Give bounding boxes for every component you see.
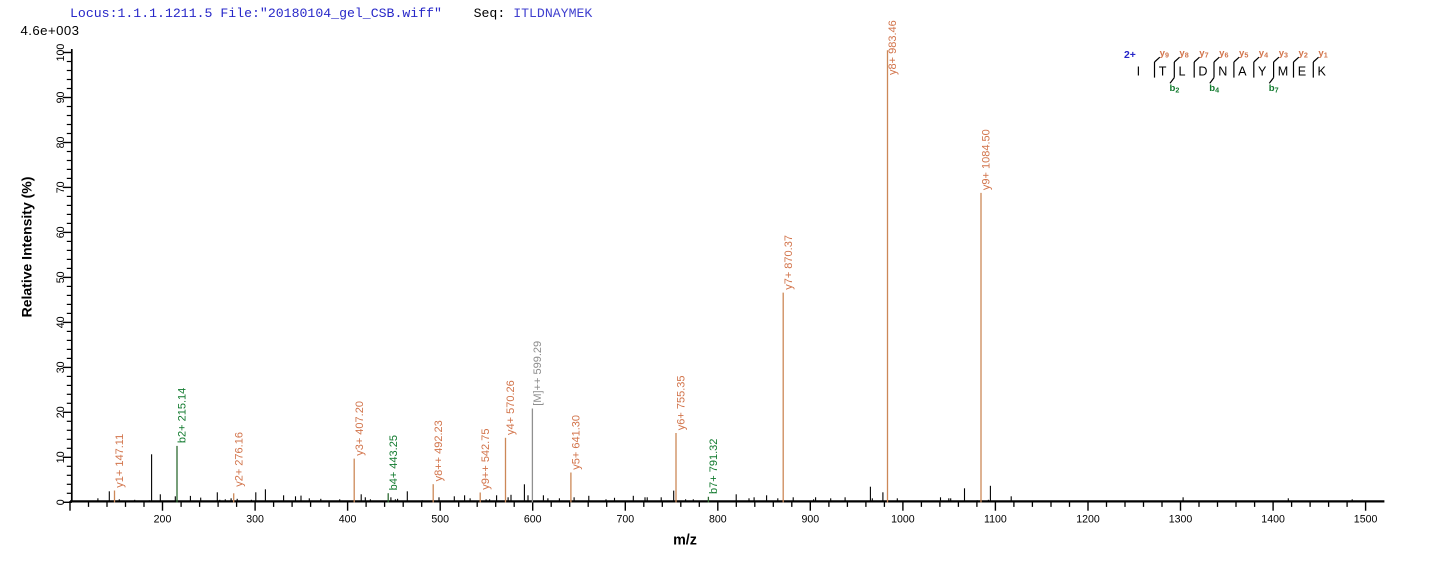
svg-text:800: 800 — [709, 513, 727, 525]
svg-text:y5: y5 — [1239, 48, 1248, 59]
svg-text:M: M — [1278, 65, 1289, 79]
svg-text:L: L — [1179, 65, 1186, 79]
svg-text:y6+ 755.35: y6+ 755.35 — [676, 375, 688, 430]
svg-text:y1+ 147.11: y1+ 147.11 — [114, 434, 126, 488]
svg-text:y9: y9 — [1160, 48, 1169, 59]
svg-text:20: 20 — [55, 406, 67, 418]
svg-text:300: 300 — [246, 513, 264, 525]
svg-text:60: 60 — [55, 226, 67, 238]
svg-text:80: 80 — [55, 137, 67, 149]
svg-text:y2: y2 — [1299, 48, 1308, 59]
svg-text:A: A — [1238, 65, 1247, 79]
svg-text:y5+ 641.30: y5+ 641.30 — [571, 415, 583, 470]
svg-text:y7: y7 — [1199, 48, 1208, 59]
svg-text:Relative Intensity (%): Relative Intensity (%) — [19, 177, 35, 318]
svg-text:b4: b4 — [1209, 83, 1219, 94]
svg-text:1500: 1500 — [1354, 513, 1378, 525]
svg-text:1100: 1100 — [984, 513, 1007, 525]
svg-text:400: 400 — [339, 513, 357, 525]
svg-text:1300: 1300 — [1169, 513, 1193, 525]
svg-text:600: 600 — [524, 513, 542, 525]
svg-text:y9+ 1084.50: y9+ 1084.50 — [981, 129, 993, 190]
svg-text:1200: 1200 — [1076, 513, 1100, 525]
svg-text:b7+ 791.32: b7+ 791.32 — [708, 439, 720, 494]
svg-text:10: 10 — [55, 451, 67, 463]
svg-text:I: I — [1137, 65, 1141, 79]
svg-text:y3+ 407.20: y3+ 407.20 — [354, 401, 366, 456]
svg-text:0: 0 — [55, 499, 67, 505]
svg-text:2+: 2+ — [1124, 50, 1136, 61]
svg-text:T: T — [1159, 65, 1167, 79]
svg-text:1400: 1400 — [1261, 513, 1285, 525]
svg-text:y7+ 870.37: y7+ 870.37 — [783, 235, 795, 290]
svg-text:y4+ 570.26: y4+ 570.26 — [505, 380, 517, 435]
svg-text:b4+ 443.25: b4+ 443.25 — [388, 435, 400, 490]
svg-text:500: 500 — [431, 513, 449, 525]
svg-text:Y: Y — [1258, 65, 1267, 79]
svg-text:90: 90 — [55, 92, 67, 104]
svg-text:y4: y4 — [1259, 48, 1268, 59]
svg-text:900: 900 — [801, 513, 819, 525]
svg-text:y8+ 983.46: y8+ 983.46 — [887, 20, 899, 75]
svg-text:40: 40 — [55, 316, 67, 328]
svg-text:200: 200 — [154, 513, 172, 525]
svg-text:E: E — [1298, 65, 1306, 79]
svg-text:D: D — [1198, 65, 1207, 79]
svg-text:y9++ 542.75: y9++ 542.75 — [480, 429, 492, 490]
svg-text:y6: y6 — [1219, 48, 1228, 59]
svg-text:y8++ 492.23: y8++ 492.23 — [433, 420, 445, 481]
svg-text:y2+ 276.16: y2+ 276.16 — [233, 432, 245, 487]
svg-text:K: K — [1318, 65, 1327, 79]
svg-text:700: 700 — [616, 513, 634, 525]
svg-text:50: 50 — [55, 271, 67, 283]
svg-text:1000: 1000 — [891, 513, 915, 525]
svg-text:y3: y3 — [1279, 48, 1288, 59]
svg-text:[M]++ 599.29: [M]++ 599.29 — [532, 341, 544, 406]
svg-text:y1: y1 — [1318, 48, 1327, 59]
svg-text:b2: b2 — [1170, 83, 1180, 94]
svg-text:b7: b7 — [1269, 83, 1279, 94]
svg-text:30: 30 — [55, 361, 67, 373]
svg-text:70: 70 — [55, 181, 67, 193]
svg-text:b2+ 215.14: b2+ 215.14 — [177, 388, 189, 443]
svg-text:100: 100 — [55, 44, 67, 62]
svg-text:y8: y8 — [1179, 48, 1188, 59]
svg-text:m/z: m/z — [673, 533, 697, 549]
svg-text:N: N — [1218, 65, 1227, 79]
